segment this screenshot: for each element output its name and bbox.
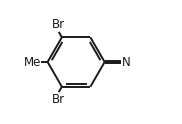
Text: Me: Me — [23, 56, 41, 68]
Text: Br: Br — [52, 18, 65, 31]
Text: N: N — [121, 56, 130, 68]
Text: Br: Br — [52, 93, 65, 106]
